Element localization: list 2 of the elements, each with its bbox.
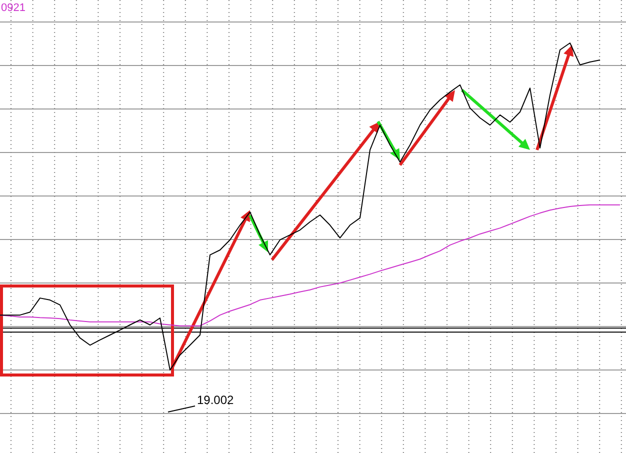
chart-title: 0921 [1, 2, 26, 14]
text: 19.002 [197, 393, 234, 407]
